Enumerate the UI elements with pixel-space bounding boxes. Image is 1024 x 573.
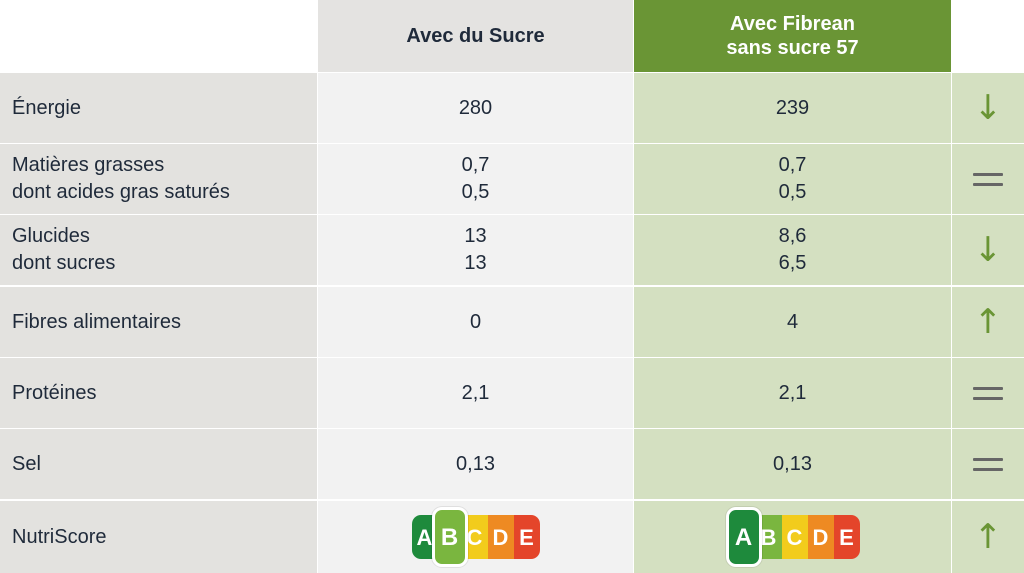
sugar-value-line: 280	[458, 96, 493, 119]
row-label-line: Énergie	[12, 96, 81, 119]
sugar-value-line: 0,7	[461, 154, 490, 176]
row-label-line: Glucides	[12, 225, 90, 247]
change-indicator: ↑	[952, 501, 1024, 573]
nutriscore-letter-c: C	[781, 515, 808, 559]
row-label-line: Matières grasses	[12, 154, 165, 176]
nutriscore-letter-e: E	[833, 515, 860, 559]
arrow-up-icon: ↑	[973, 517, 1003, 557]
change-indicator: ↑	[952, 287, 1024, 357]
header-sugar-label: Avec du Sucre	[406, 25, 545, 47]
change-indicator: ↓	[952, 215, 1024, 285]
arrow-down-icon: ↓	[973, 88, 1003, 128]
fibrean-value: 0,13	[634, 429, 951, 499]
sugar-value-line: 13	[464, 225, 487, 247]
fibrean-value: 239	[634, 73, 951, 143]
row-label-line: Sel	[12, 452, 41, 475]
sugar-value-line: 0,13	[456, 452, 495, 475]
sugar-value: 0,7 0,5	[318, 144, 633, 214]
row-label: Fibres alimentaires	[0, 287, 317, 357]
nutriscore-letter-d: D	[487, 515, 514, 559]
sugar-value-line: 13	[464, 252, 487, 274]
arrow-up-icon: ↑	[973, 302, 1003, 342]
nutrition-row: Sel 0,13 0,13	[0, 429, 1024, 499]
nutrition-row: Matières grasses dont acides gras saturés…	[0, 144, 1024, 214]
change-indicator	[952, 429, 1024, 499]
row-label: Matières grasses dont acides gras saturés	[0, 144, 317, 214]
fibrean-value-line: 0,7	[778, 154, 807, 176]
nutriscore-letter-b-active: B	[431, 507, 468, 567]
row-label-line: dont acides gras saturés	[12, 181, 230, 203]
fibrean-value: 0,7 0,5	[634, 144, 951, 214]
sugar-value-line: 0,5	[461, 181, 490, 203]
equal-icon	[973, 386, 1003, 400]
change-indicator	[952, 358, 1024, 428]
arrow-down-icon: ↓	[973, 230, 1003, 270]
equal-icon	[973, 457, 1003, 471]
sugar-value-line: 0	[469, 310, 482, 333]
fibrean-value: 4	[634, 287, 951, 357]
sugar-value: 13 13	[318, 215, 633, 285]
row-label: Sel	[0, 429, 317, 499]
fibrean-value-line: 8,6	[778, 225, 807, 247]
nutrition-row: Énergie 280 239 ↓	[0, 73, 1024, 143]
row-label-line: dont sucres	[12, 252, 116, 274]
fibrean-value-line: 2,1	[778, 381, 807, 404]
nutrition-row: Glucides dont sucres 13 13 8,6 6,5 ↓	[0, 215, 1024, 285]
nutrition-row: Protéines 2,1 2,1	[0, 358, 1024, 428]
row-label-line: Fibres alimentaires	[12, 310, 181, 333]
fibrean-value: 8,6 6,5	[634, 215, 951, 285]
nutriscore-letter-a-active: A	[725, 507, 762, 567]
fibrean-value-line: 0,5	[778, 181, 807, 203]
nutriscore-letter-d: D	[807, 515, 834, 559]
row-label: Protéines	[0, 358, 317, 428]
header-fibrean: Avec Fibrean sans sucre 57	[634, 0, 951, 72]
row-label: Glucides dont sucres	[0, 215, 317, 285]
nutriscore-row: NutriScore A B C D E A B C D E ↑	[0, 501, 1024, 573]
header-fibrean-line2: sans sucre 57	[726, 37, 859, 59]
fibrean-value-line: 239	[775, 96, 810, 119]
row-label: Énergie	[0, 73, 317, 143]
fibrean-value-line: 4	[786, 310, 799, 333]
fibrean-value-line: 0,13	[773, 452, 812, 475]
fibrean-value-line: 6,5	[778, 252, 807, 274]
header-sugar: Avec du Sucre	[318, 0, 633, 72]
row-label-line: Protéines	[12, 381, 97, 404]
sugar-value: 2,1	[318, 358, 633, 428]
sugar-value: 0,13	[318, 429, 633, 499]
change-indicator: ↓	[952, 73, 1024, 143]
header-fibrean-line1: Avec Fibrean	[730, 13, 855, 35]
sugar-value: 0	[318, 287, 633, 357]
row-label: NutriScore	[0, 501, 317, 573]
change-indicator	[952, 144, 1024, 214]
sugar-value-line: 2,1	[461, 381, 490, 404]
nutriscore-letter-e: E	[513, 515, 540, 559]
equal-icon	[973, 172, 1003, 186]
nutriscore-label: NutriScore	[12, 525, 107, 548]
fibrean-value: 2,1	[634, 358, 951, 428]
nutrition-row: Fibres alimentaires 0 4 ↑	[0, 287, 1024, 357]
sugar-value: 280	[318, 73, 633, 143]
